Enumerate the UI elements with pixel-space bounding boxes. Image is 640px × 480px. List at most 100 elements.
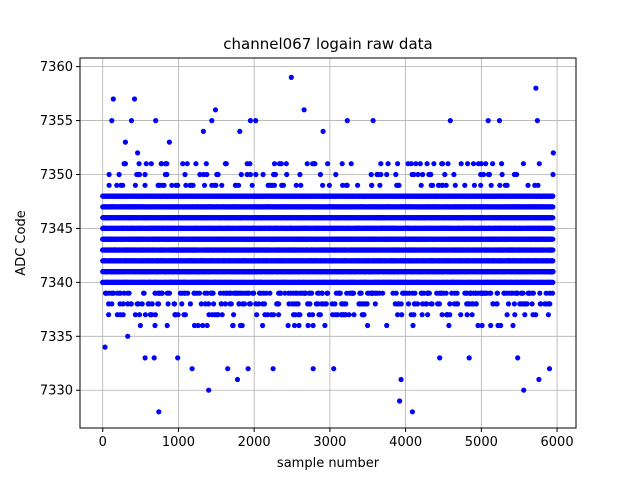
data-point	[323, 301, 329, 307]
data-point	[395, 161, 401, 167]
data-point	[180, 161, 186, 167]
data-point	[304, 161, 310, 167]
data-point	[424, 161, 430, 167]
data-point	[398, 301, 404, 307]
data-point	[297, 312, 303, 318]
data-point	[215, 312, 221, 318]
data-point	[218, 301, 224, 307]
data-point	[405, 301, 412, 307]
data-point	[175, 182, 181, 188]
data-point	[278, 161, 284, 167]
data-point	[520, 290, 526, 296]
data-point	[372, 301, 378, 307]
data-point	[106, 182, 112, 188]
data-point	[296, 322, 302, 329]
data-point	[246, 290, 252, 296]
data-point	[139, 301, 145, 307]
data-point	[378, 171, 384, 178]
data-point	[458, 312, 464, 318]
data-point	[305, 322, 311, 329]
data-point	[260, 322, 266, 329]
data-point	[431, 161, 437, 167]
data-point	[187, 301, 193, 307]
data-point	[141, 290, 147, 296]
data-point	[488, 290, 494, 296]
data-point	[452, 182, 458, 188]
data-point	[325, 290, 331, 296]
data-point	[384, 171, 390, 178]
data-point	[161, 182, 167, 188]
data-point	[446, 322, 452, 329]
data-point	[253, 171, 259, 178]
data-point	[310, 322, 316, 329]
data-point	[106, 171, 112, 178]
data-point	[494, 290, 501, 296]
data-point	[411, 312, 417, 318]
data-point	[511, 301, 517, 307]
data-point	[307, 301, 313, 307]
data-point	[505, 301, 512, 307]
data-point	[265, 312, 271, 318]
data-point	[152, 322, 158, 329]
data-point	[137, 322, 143, 329]
data-point	[410, 322, 416, 329]
data-point	[340, 182, 346, 188]
data-point	[298, 182, 304, 188]
data-point	[420, 171, 426, 178]
data-point	[529, 301, 535, 307]
data-point	[510, 322, 516, 329]
data-point	[210, 290, 216, 296]
data-point	[469, 312, 475, 318]
data-point	[320, 182, 326, 188]
data-point	[309, 290, 315, 296]
data-point	[158, 161, 164, 167]
data-point	[201, 182, 208, 188]
data-point	[203, 161, 209, 167]
data-point	[319, 290, 325, 296]
data-point	[236, 182, 242, 188]
data-point	[425, 312, 431, 318]
data-point	[442, 171, 448, 178]
data-point	[350, 290, 357, 296]
data-point	[440, 161, 446, 167]
data-point	[369, 182, 375, 188]
data-point	[195, 322, 201, 329]
data-point	[136, 161, 142, 167]
data-point	[393, 290, 399, 296]
data-point	[206, 301, 212, 307]
data-point	[424, 301, 430, 307]
data-point	[358, 290, 364, 296]
data-point	[479, 322, 485, 329]
data-point	[276, 312, 282, 318]
data-point	[494, 301, 500, 307]
data-point	[238, 171, 244, 178]
data-point	[179, 301, 185, 307]
data-point	[504, 182, 510, 188]
data-point	[326, 182, 332, 188]
data-point	[136, 301, 142, 307]
data-point	[428, 171, 434, 178]
data-point	[106, 312, 112, 318]
data-point	[166, 290, 173, 296]
data-point	[182, 171, 188, 178]
data-point	[490, 161, 496, 167]
data-point	[185, 290, 191, 296]
data-point	[117, 290, 123, 296]
data-point	[550, 171, 556, 178]
data-point	[182, 312, 188, 318]
data-point	[122, 161, 128, 167]
data-point	[315, 301, 321, 307]
data-point	[377, 182, 383, 188]
data-point	[337, 290, 343, 296]
data-point	[524, 301, 530, 307]
data-point	[293, 182, 299, 188]
data-point	[204, 322, 210, 329]
data-point	[285, 322, 291, 329]
data-point	[284, 171, 290, 178]
data-point	[488, 182, 494, 188]
data-point	[486, 171, 492, 178]
data-point	[396, 182, 402, 188]
data-point	[415, 301, 421, 307]
data-point	[116, 171, 122, 178]
data-points	[100, 74, 556, 415]
